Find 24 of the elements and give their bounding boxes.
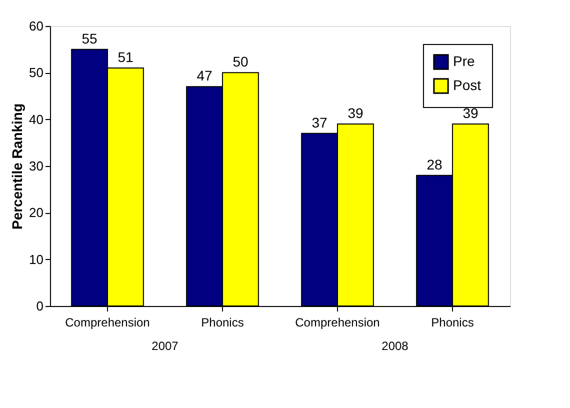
- y-tick-label: 20: [29, 205, 44, 220]
- data-label: 28: [426, 156, 443, 172]
- text: 2008: [382, 339, 409, 353]
- data-label: 37: [312, 114, 328, 130]
- legend-label: Post: [453, 77, 482, 93]
- x-tick-label: Phonics: [431, 316, 474, 330]
- y-axis-title: Percentile Ranking: [9, 103, 26, 230]
- legend-label: Pre: [453, 53, 475, 69]
- text: 2007: [152, 339, 179, 353]
- data-label: 39: [348, 105, 364, 121]
- data-label: 51: [118, 49, 134, 65]
- y-tick-label: 0: [36, 298, 44, 314]
- x-tick-label: Comprehension: [295, 316, 380, 330]
- x-tick-label: Phonics: [201, 316, 244, 330]
- y-tick-label: 40: [29, 112, 44, 127]
- data-label: 39: [462, 105, 478, 121]
- x-tick-label: Comprehension: [65, 316, 150, 330]
- y-tick-label: 50: [29, 65, 44, 80]
- y-tick-label: 30: [29, 158, 44, 174]
- y-tick-label: 10: [29, 252, 44, 267]
- data-label: 47: [196, 68, 213, 84]
- y-tick-label: 60: [29, 18, 44, 34]
- data-label: 55: [82, 30, 98, 46]
- data-label: 50: [232, 54, 248, 70]
